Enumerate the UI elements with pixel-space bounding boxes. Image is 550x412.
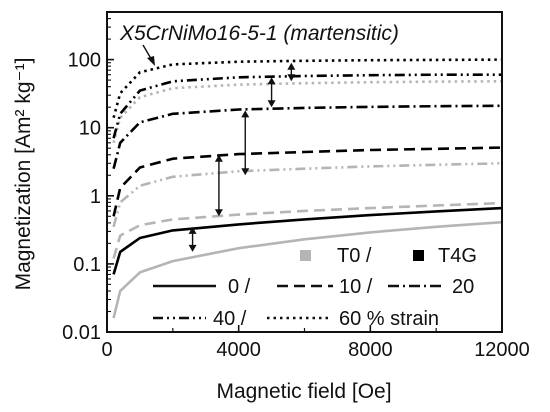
x-tick-label: 4000 bbox=[216, 339, 261, 361]
series-t4g-strain-0 bbox=[112, 206, 503, 275]
difference-arrow-2 bbox=[214, 154, 223, 217]
series-t0-strain-40 bbox=[112, 162, 503, 228]
y-tick-label: 1 bbox=[90, 186, 101, 208]
legend-label-t0: T0 / bbox=[337, 245, 372, 267]
y-tick-label: 0.1 bbox=[73, 254, 101, 276]
difference-arrow-4 bbox=[267, 77, 276, 108]
legend-label-strain-0: 0 / bbox=[228, 276, 251, 298]
series-t4g-strain-60 bbox=[112, 58, 503, 119]
series-t4g-strain-40 bbox=[112, 73, 502, 139]
y-tick-label: 0.01 bbox=[62, 322, 101, 344]
legend-swatch-t0 bbox=[300, 250, 311, 261]
series-t0-strain-0 bbox=[112, 220, 503, 319]
series-t4g-strain-20 bbox=[112, 104, 503, 170]
series-t0-strain-10 bbox=[112, 201, 503, 259]
legend: T0 / T4G 0 / 10 / 20 40 / 60 % strain bbox=[153, 245, 477, 330]
y-tick-label: 100 bbox=[68, 50, 101, 72]
series-t4g-strain-10 bbox=[112, 146, 503, 217]
series-layer bbox=[112, 58, 503, 319]
tick-layer: 0 4000 8000 12000 0.01 0.1 1 10 100 bbox=[62, 18, 530, 361]
legend-label-strain-10: 10 / bbox=[339, 276, 373, 298]
x-axis-title: Magnetic field [Oe] bbox=[216, 380, 391, 403]
x-tick-label: 12000 bbox=[474, 339, 530, 361]
difference-arrow-5 bbox=[287, 62, 296, 82]
x-tick-label: 8000 bbox=[348, 339, 393, 361]
legend-label-t4g: T4G bbox=[438, 245, 477, 267]
chart-title: X5CrNiMo16-5-1 (martensitic) bbox=[119, 22, 399, 45]
difference-arrow-1 bbox=[188, 226, 197, 252]
arrow-layer bbox=[188, 62, 296, 252]
series-t0-strain-60 bbox=[112, 80, 503, 144]
legend-swatch-t4g bbox=[413, 250, 424, 261]
legend-label-strain-40: 40 / bbox=[213, 308, 247, 330]
title-pointer-head bbox=[147, 56, 155, 66]
x-tick-label: 0 bbox=[101, 339, 112, 361]
y-axis-title: Magnetization [Am² kg⁻¹] bbox=[12, 58, 35, 291]
legend-label-strain-60: 60 % strain bbox=[339, 308, 439, 330]
legend-label-strain-20: 20 bbox=[452, 276, 474, 298]
y-tick-label: 10 bbox=[79, 118, 101, 140]
difference-arrow-3 bbox=[241, 110, 250, 176]
